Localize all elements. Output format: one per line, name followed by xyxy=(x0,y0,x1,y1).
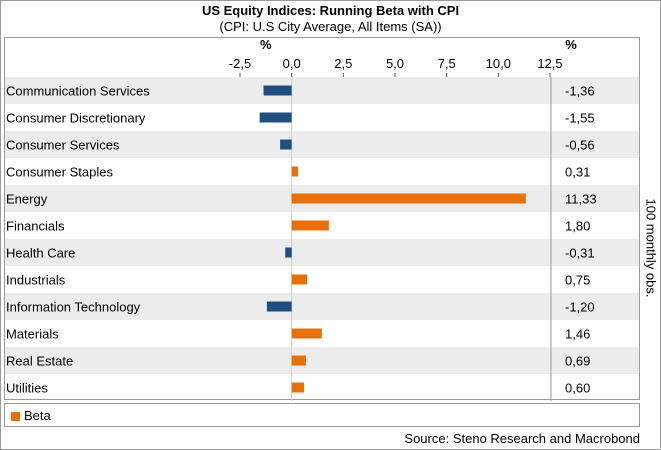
value-label: 0,60 xyxy=(565,381,590,396)
x-tick-label: 10,0 xyxy=(486,56,511,71)
bar xyxy=(266,301,292,312)
x-tick-label: -2,5 xyxy=(229,56,251,71)
value-label: 0,31 xyxy=(565,165,590,180)
source-note: Source: Steno Research and Macrobond xyxy=(404,431,640,446)
value-label: 11,33 xyxy=(565,192,597,207)
category-label: Consumer Services xyxy=(6,138,120,153)
bar xyxy=(285,247,292,258)
bar xyxy=(291,382,305,393)
axis-unit-label: % xyxy=(260,37,272,52)
value-label: 0,69 xyxy=(565,354,590,369)
row-band xyxy=(5,77,639,104)
value-label: 1,80 xyxy=(565,219,590,234)
row-band xyxy=(5,347,639,374)
category-label: Energy xyxy=(6,192,48,207)
category-label: Communication Services xyxy=(6,84,150,99)
legend-label-beta: Beta xyxy=(24,408,51,423)
category-label: Industrials xyxy=(6,273,66,288)
value-label: 0,75 xyxy=(565,273,590,288)
legend-swatch-beta xyxy=(11,412,20,421)
bar xyxy=(263,85,292,96)
category-label: Consumer Discretionary xyxy=(6,111,146,126)
bar xyxy=(291,328,322,339)
value-label: -0,31 xyxy=(565,246,595,261)
x-tick-label: 12,5 xyxy=(537,56,562,71)
category-label: Information Technology xyxy=(6,300,141,315)
bar xyxy=(291,355,306,366)
x-tick-label: 7,5 xyxy=(438,56,456,71)
value-label: -1,20 xyxy=(565,300,595,315)
row-band xyxy=(5,131,639,158)
category-label: Financials xyxy=(6,219,65,234)
bar xyxy=(291,166,299,177)
bar xyxy=(291,274,308,285)
category-label: Health Care xyxy=(6,246,75,261)
category-label: Consumer Staples xyxy=(6,165,113,180)
value-column-unit-label: % xyxy=(565,37,577,52)
chart-subtitle: (CPI: U.S City Average, All Items (SA)) xyxy=(219,19,442,34)
row-band xyxy=(5,293,639,320)
bar xyxy=(280,139,292,150)
category-label: Materials xyxy=(6,327,59,342)
value-label: -0,56 xyxy=(565,138,595,153)
side-note-text: 100 monthly obs. xyxy=(643,198,659,298)
x-tick-label: 2,5 xyxy=(334,56,352,71)
value-label: -1,36 xyxy=(565,84,595,99)
row-band xyxy=(5,239,639,266)
category-label: Utilities xyxy=(6,381,48,396)
value-label: -1,55 xyxy=(565,111,595,126)
legend: Beta xyxy=(4,403,640,427)
side-note: 100 monthly obs. xyxy=(643,183,659,313)
bar xyxy=(291,220,329,231)
category-label: Real Estate xyxy=(6,354,73,369)
x-tick-label: 0,0 xyxy=(283,56,301,71)
bar xyxy=(291,193,526,204)
bar xyxy=(259,112,292,123)
value-label: 1,46 xyxy=(565,327,590,342)
chart-title: US Equity Indices: Running Beta with CPI xyxy=(201,3,460,18)
x-tick-label: 5,0 xyxy=(386,56,404,71)
plot-area-border xyxy=(4,37,640,400)
